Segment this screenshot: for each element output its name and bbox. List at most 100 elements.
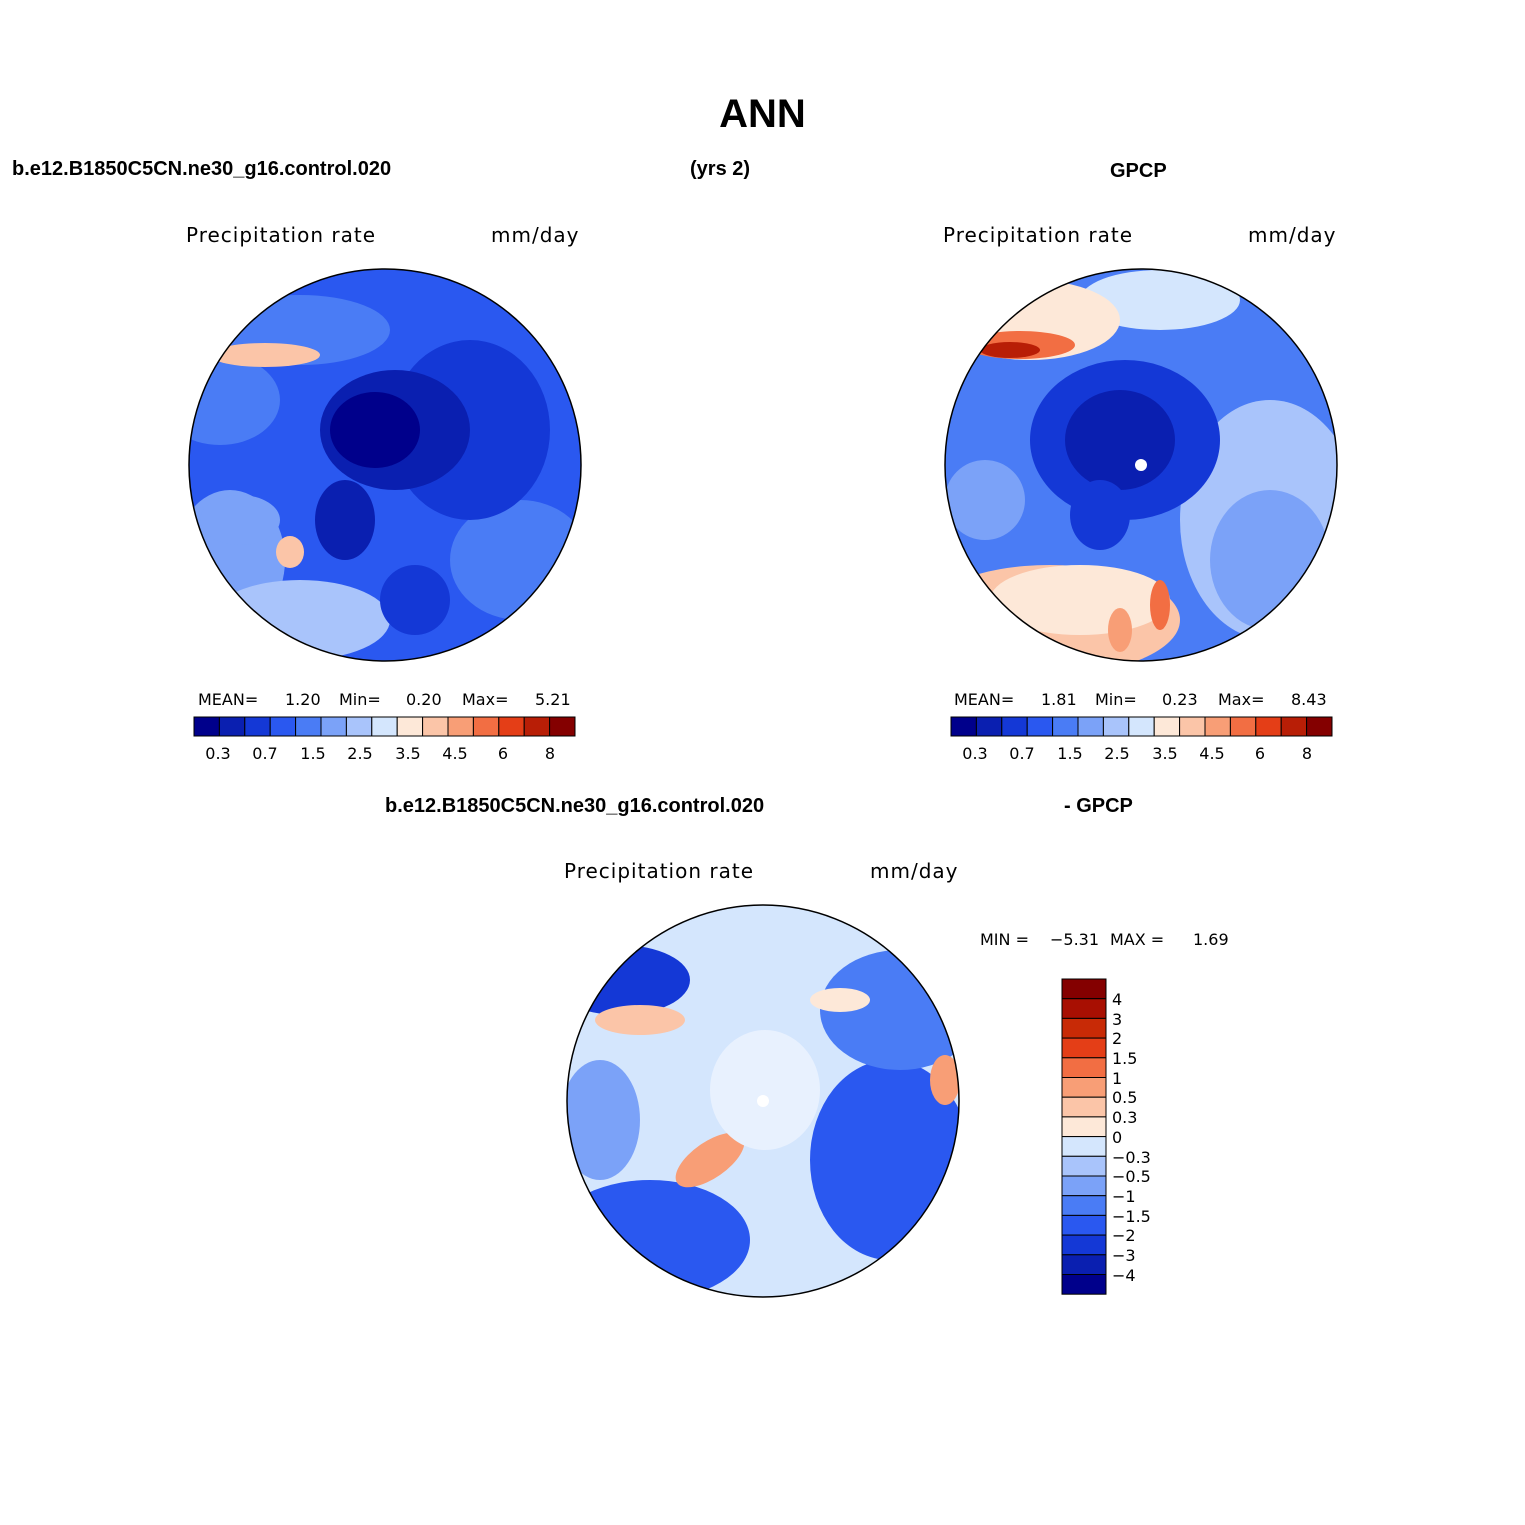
panel-model-units: mm/day bbox=[491, 223, 580, 247]
cb1-tick: 4.5 bbox=[442, 744, 468, 763]
top-right-obs-label: GPCP bbox=[1110, 160, 1167, 182]
colorbar-box bbox=[269, 716, 297, 737]
colorbar-box bbox=[320, 716, 347, 737]
colorbar-box bbox=[975, 716, 1003, 737]
panel-obs-min-value: 0.23 bbox=[1162, 690, 1198, 709]
colorbar-box bbox=[1061, 1057, 1107, 1079]
colorbar-box bbox=[1128, 716, 1155, 737]
cb3-tick: −0.5 bbox=[1112, 1167, 1151, 1186]
colorbar-box bbox=[1061, 1136, 1107, 1157]
cb3-tick: −2 bbox=[1112, 1226, 1136, 1245]
cb2-tick: 6 bbox=[1254, 744, 1266, 763]
top-years-label: (yrs 2) bbox=[690, 158, 751, 180]
panel-obs-mean-value: 1.81 bbox=[1041, 690, 1077, 709]
cb2-tick: 4.5 bbox=[1199, 744, 1225, 763]
colorbar-box bbox=[295, 716, 322, 737]
map-obs bbox=[945, 269, 1337, 661]
colorbar-box bbox=[1001, 716, 1028, 737]
colorbar-box bbox=[1061, 1234, 1107, 1256]
colorbar-box bbox=[1052, 716, 1079, 737]
colorbar-box bbox=[472, 716, 500, 737]
colorbar-box bbox=[950, 716, 977, 737]
colorbar-box bbox=[1061, 1017, 1107, 1039]
panel-model-mean-value: 1.20 bbox=[285, 690, 321, 709]
cb3-tick: −0.3 bbox=[1112, 1148, 1151, 1167]
cb3-tick: 0.3 bbox=[1112, 1108, 1138, 1127]
cb3-tick: 0.5 bbox=[1112, 1088, 1138, 1107]
colorbar-box bbox=[1061, 1175, 1107, 1197]
map-model bbox=[189, 269, 581, 661]
cb3-tick: −3 bbox=[1112, 1246, 1136, 1265]
colorbar-box bbox=[447, 716, 474, 737]
panel-obs-mean-label: MEAN= bbox=[954, 690, 1015, 709]
colorbar-box bbox=[1061, 1116, 1107, 1138]
colorbar-box bbox=[1204, 716, 1231, 737]
cb2-tick: 0.7 bbox=[1009, 744, 1035, 763]
colorbar-box bbox=[523, 716, 551, 737]
cb2-tick: 3.5 bbox=[1152, 744, 1178, 763]
panel-obs-units: mm/day bbox=[1248, 223, 1337, 247]
cb1-tick: 0.3 bbox=[205, 744, 231, 763]
panel-obs-max-label: Max= bbox=[1218, 690, 1265, 709]
colorbar-box bbox=[1179, 716, 1206, 737]
panel-diff-min-value: −5.31 bbox=[1050, 930, 1100, 949]
map-diff bbox=[567, 905, 959, 1297]
colorbar-box bbox=[1153, 716, 1181, 737]
panel-model-variable: Precipitation rate bbox=[186, 223, 376, 247]
cb1-tick: 6 bbox=[497, 744, 509, 763]
bottom-right-obs-label: - GPCP bbox=[1064, 795, 1133, 817]
colorbar-box bbox=[244, 716, 271, 737]
panel-obs-max-value: 8.43 bbox=[1291, 690, 1327, 709]
bottom-left-case-label: b.e12.B1850C5CN.ne30_g16.control.020 bbox=[385, 795, 765, 817]
cb2-tick: 2.5 bbox=[1104, 744, 1130, 763]
cb3-tick: 4 bbox=[1112, 990, 1123, 1009]
colorbar-box bbox=[345, 716, 373, 737]
cb1-tick: 1.5 bbox=[300, 744, 326, 763]
colorbar-box bbox=[1061, 1096, 1107, 1118]
cb1-tick: 0.7 bbox=[252, 744, 278, 763]
cb2-tick: 8 bbox=[1301, 744, 1313, 763]
colorbar-box bbox=[371, 716, 398, 737]
panel-model-max-value: 5.21 bbox=[535, 690, 571, 709]
panel-diff-min-label: MIN = bbox=[980, 930, 1029, 949]
colorbar-box bbox=[1061, 1155, 1107, 1177]
cb1-tick: 8 bbox=[544, 744, 556, 763]
colorbar-box bbox=[218, 716, 246, 737]
colorbar-box bbox=[1229, 716, 1257, 737]
colorbar-box bbox=[1061, 998, 1107, 1019]
cb3-tick: −1.5 bbox=[1112, 1207, 1151, 1226]
colorbar-box bbox=[1280, 716, 1308, 737]
colorbar-obs bbox=[950, 716, 1333, 737]
panel-model-min-value: 0.20 bbox=[406, 690, 442, 709]
colorbar-box bbox=[1026, 716, 1054, 737]
colorbar-box bbox=[1061, 1274, 1107, 1295]
cb3-tick: 0 bbox=[1112, 1128, 1123, 1147]
colorbar-box bbox=[1255, 716, 1282, 737]
cb3-tick: −4 bbox=[1112, 1266, 1136, 1285]
figure-title: ANN bbox=[719, 92, 806, 136]
panel-obs-variable: Precipitation rate bbox=[943, 223, 1133, 247]
colorbar-box bbox=[193, 716, 220, 737]
panel-model-max-label: Max= bbox=[462, 690, 509, 709]
panel-diff-variable: Precipitation rate bbox=[564, 859, 754, 883]
colorbar-model bbox=[193, 716, 576, 737]
colorbar-box bbox=[1077, 716, 1104, 737]
cb2-tick: 0.3 bbox=[962, 744, 988, 763]
cb1-tick: 3.5 bbox=[395, 744, 421, 763]
cb1-tick: 2.5 bbox=[347, 744, 373, 763]
colorbar-diff bbox=[1061, 978, 1107, 1295]
cb3-tick: 1.5 bbox=[1112, 1049, 1138, 1068]
colorbar-box bbox=[1061, 1195, 1107, 1216]
colorbar-box bbox=[498, 716, 525, 737]
colorbar-box bbox=[1061, 1077, 1107, 1098]
colorbar-box bbox=[1061, 1214, 1107, 1236]
colorbar-box bbox=[1102, 716, 1130, 737]
panel-diff-units: mm/day bbox=[870, 859, 959, 883]
panel-diff-max-label: MAX = bbox=[1110, 930, 1165, 949]
colorbar-box bbox=[1306, 716, 1333, 737]
colorbar-box bbox=[422, 716, 449, 737]
panel-model-mean-label: MEAN= bbox=[198, 690, 259, 709]
cb3-tick: −1 bbox=[1112, 1187, 1136, 1206]
cb3-tick: 2 bbox=[1112, 1029, 1123, 1048]
